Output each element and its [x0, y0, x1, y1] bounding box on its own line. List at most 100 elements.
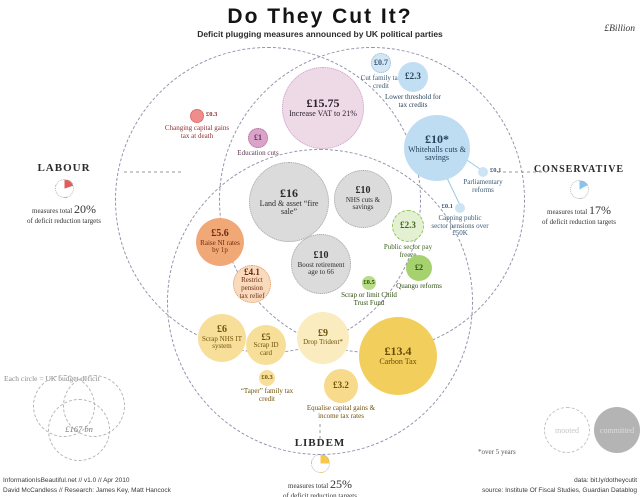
bubble-education-cuts: £1 [248, 128, 268, 148]
bubble-label: Land & asset “fire sale” [259, 198, 319, 217]
bubble-whitehall: £10* Whitehalls cuts & savings [404, 115, 470, 181]
bubble-value: £10 [355, 185, 371, 197]
deficit-total-label: £167 bn [65, 424, 93, 434]
footer-credit-line2: David McCandless // Research: James Key,… [3, 486, 171, 494]
bubble-value: £5.6 [211, 228, 229, 240]
party-conservative-measures: measures total 17% of deficit reduction … [520, 203, 638, 227]
party-labour-name: LABOUR [37, 162, 91, 174]
libdem-measures-suffix: of deficit reduction targets [283, 492, 357, 497]
bubble-carbon-tax: £13.4 Carbon Tax [359, 317, 437, 395]
party-labour-measures: measures total 20% of deficit reduction … [6, 202, 122, 226]
bubble-land-asset: £16 Land & asset “fire sale” [249, 162, 329, 242]
bubble-value: £16 [280, 185, 298, 200]
bubble-tax-credit-threshold: £2.3 [398, 62, 428, 92]
venn-circle-libdem [167, 149, 473, 455]
bubble-value: £5 [261, 331, 271, 342]
bubble-value: £0.3 [261, 373, 273, 381]
page-subtitle: Deficit plugging measures announced by U… [197, 29, 443, 39]
bubble-label: Drop Trident* [303, 338, 343, 347]
libdem-measures-prefix: measures total [288, 482, 329, 490]
party-conservative-name: CONSERVATIVE [533, 164, 625, 175]
footer-sources: data: bit.ly/dotheycutit source: Institu… [482, 476, 637, 495]
bubble-parliamentary-reforms [478, 167, 488, 177]
bubble-value: £10* [425, 131, 449, 146]
bubble-label: Scrap ID card [253, 341, 279, 357]
bubble-family-tax-credit: £0.7 [371, 53, 391, 73]
legend-committed-circle: committed [594, 407, 640, 453]
bubble-raise-ni: £5.6 Raise NI rates by 1p [196, 218, 244, 266]
footer-credit-line1: InformationIsBeautiful.net // v1.0 // Ap… [3, 477, 130, 485]
footer-data-link: data: bit.ly/dotheycutit [574, 477, 637, 485]
bubble-taper-credit: £0.3 [259, 370, 275, 386]
bubble-label: Raise NI rates by 1p [200, 238, 240, 255]
bubble-label: Boost retirement age to 66 [297, 260, 345, 277]
footer-source-line: source: Institute Of Fiscal Studies, Gua… [482, 486, 637, 494]
footer-credits: InformationIsBeautiful.net // v1.0 // Ap… [3, 476, 171, 495]
bubble-value: £4.1 [244, 266, 260, 277]
bubble-value-pension-cap: £0.1 [441, 203, 453, 210]
bubble-value: £3.2 [333, 380, 349, 391]
bubble-label: Restrict pension tax relief [239, 276, 265, 300]
bubble-label-child-trust-fund: Scrap or limit Child Trust Fund [341, 291, 397, 307]
bubble-value: £0.7 [374, 57, 388, 67]
mini-venn-circle-3 [48, 399, 110, 461]
bubble-label-family-tax-credit: Cut family tax credit [360, 74, 402, 90]
bubble-label-pay-freeze: Public sector pay freeze [383, 243, 433, 259]
bubble-value: £9 [318, 327, 328, 339]
bubble-pension-cap [455, 203, 465, 213]
bubble-label-tax-credit-threshold: Lower threshold for tax credits [385, 93, 441, 109]
labour-measures-suffix: of deficit reduction targets [27, 217, 101, 225]
bubble-equalise-cgt: £3.2 [324, 369, 358, 403]
bubble-label: Carbon Tax [379, 356, 417, 366]
labour-measures-prefix: measures total [32, 207, 73, 215]
conservative-percent: 17% [589, 203, 611, 217]
bubble-value-parliamentary-reforms: £0.1 [490, 167, 502, 174]
bubble-label-taper-credit: “Taper” family tax credit [240, 387, 294, 403]
bubble-nhs-cuts: £10 NHS cuts & savings [334, 170, 392, 228]
bubble-value: £0.5 [363, 278, 375, 286]
bubble-label-education-cuts: Education cuts [237, 149, 279, 157]
bubble-label: NHS cuts & savings [345, 195, 381, 212]
bubble-pay-freeze: £2.3 [392, 210, 424, 242]
bubble-value: £10 [313, 250, 329, 262]
party-conservative: CONSERVATIVE measures total 17% of defic… [520, 164, 638, 227]
bubble-label-changing-cgt: Changing capital gains tax at death [164, 124, 230, 140]
bubble-vat: £15.75 Increase VAT to 21% [282, 67, 364, 149]
libdem-percent: 25% [330, 477, 352, 491]
conservative-measures-suffix: of deficit reduction targets [542, 218, 616, 226]
bubble-label-quango: Quango reforms [396, 282, 442, 290]
libdem-pie-icon [310, 454, 330, 473]
footnote-over-5-years: *over 5 years [478, 448, 516, 456]
labour-percent: 20% [74, 202, 96, 216]
bubble-value: £2 [415, 262, 423, 272]
labour-pie-icon [54, 179, 74, 198]
bubble-id-cards: £5 Scrap ID card [246, 325, 286, 365]
bubble-quango: £2 [406, 255, 432, 281]
bubble-value: £13.4 [384, 344, 412, 359]
bubble-label-pension-cap: Capping public sector pensions over £50K [431, 214, 489, 238]
conservative-pie-icon [569, 180, 589, 199]
bubble-pension-relief: £4.1 Restrict pension tax relief [233, 265, 271, 303]
bubble-child-trust-fund: £0.5 [362, 276, 376, 290]
bubble-trident: £9 Drop Trident* [297, 312, 349, 364]
bubble-retirement-age: £10 Boost retirement age to 66 [291, 234, 351, 294]
party-labour: LABOUR measures total 20% of deficit red… [6, 162, 122, 226]
bubble-value: £1 [254, 132, 262, 142]
bubble-nhs-it: £6 Scrap NHS IT system [198, 314, 246, 362]
page-title: Do They Cut It? [227, 5, 413, 28]
bubble-label-equalise-cgt: Equalise capital gains & income tax rate… [306, 404, 376, 420]
bubble-value: £2.3 [400, 220, 416, 231]
bubble-label: Increase VAT to 21% [289, 108, 357, 118]
conservative-measures-prefix: measures total [547, 208, 588, 216]
bubble-value: £15.75 [306, 96, 340, 111]
bubble-label: Whitehalls cuts & savings [408, 144, 466, 163]
bubble-value-changing-cgt: £0.3 [206, 111, 218, 118]
legend-mooted-circle: mooted [544, 407, 590, 453]
unit-label: £Billion [604, 24, 635, 34]
bubble-value: £6 [217, 324, 227, 336]
party-libdem-measures: measures total 25% of deficit reduction … [250, 477, 390, 497]
bubble-label: Scrap NHS IT system [201, 334, 243, 351]
bubble-changing-cgt [190, 109, 204, 123]
bubble-label-parliamentary-reforms: Parliamentary reforms [463, 178, 503, 194]
